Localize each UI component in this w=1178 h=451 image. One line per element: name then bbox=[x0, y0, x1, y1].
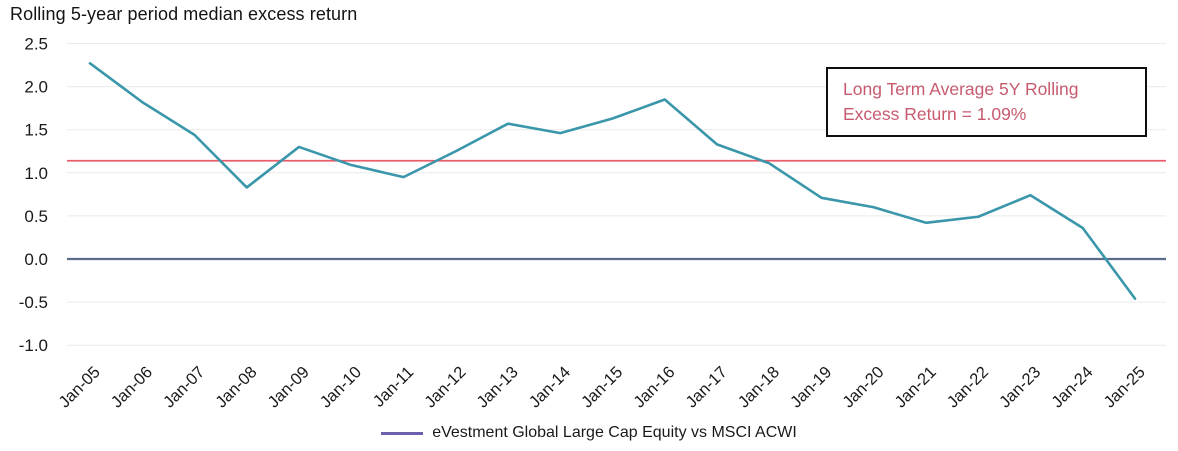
y-tick-label: 1.5 bbox=[24, 121, 48, 140]
x-tick-label: Jan-21 bbox=[891, 363, 939, 411]
annotation-text-line2: Excess Return = 1.09% bbox=[843, 103, 1027, 124]
x-tick-label: Jan-08 bbox=[212, 363, 260, 411]
x-tick-label: Jan-16 bbox=[630, 363, 678, 411]
x-tick-label: Jan-24 bbox=[1048, 363, 1096, 411]
x-tick-label: Jan-07 bbox=[160, 363, 208, 411]
legend: eVestment Global Large Cap Equity vs MSC… bbox=[0, 424, 1178, 442]
y-tick-label: 2.5 bbox=[24, 35, 48, 54]
annotation-box: Long Term Average 5Y Rolling Excess Retu… bbox=[826, 67, 1147, 137]
x-tick-label: Jan-10 bbox=[317, 363, 365, 411]
x-tick-label: Jan-12 bbox=[421, 363, 469, 411]
x-tick-label: Jan-18 bbox=[735, 363, 783, 411]
x-tick-label: Jan-25 bbox=[1100, 363, 1148, 411]
x-tick-label: Jan-17 bbox=[682, 363, 730, 411]
x-tick-label: Jan-06 bbox=[108, 363, 156, 411]
y-tick-label: -1.0 bbox=[19, 336, 48, 355]
x-tick-label: Jan-20 bbox=[839, 363, 887, 411]
x-tick-label: Jan-09 bbox=[264, 363, 312, 411]
y-tick-label: -0.5 bbox=[19, 293, 48, 312]
x-tick-label: Jan-23 bbox=[996, 363, 1044, 411]
x-tick-label: Jan-14 bbox=[526, 363, 574, 411]
x-tick-label: Jan-15 bbox=[578, 363, 626, 411]
y-tick-label: 0.0 bbox=[24, 250, 48, 269]
x-tick-label: Jan-22 bbox=[944, 363, 992, 411]
y-tick-label: 2.0 bbox=[24, 78, 48, 97]
x-tick-label: Jan-11 bbox=[370, 363, 418, 411]
y-tick-label: 0.5 bbox=[24, 207, 48, 226]
x-tick-label: Jan-05 bbox=[55, 363, 103, 411]
chart-title: Rolling 5-year period median excess retu… bbox=[10, 4, 358, 24]
legend-line-swatch bbox=[381, 431, 424, 435]
legend-label: eVestment Global Large Cap Equity vs MSC… bbox=[432, 424, 797, 441]
x-tick-label: Jan-19 bbox=[787, 363, 835, 411]
series-line bbox=[88, 62, 1137, 300]
x-tick-label: Jan-13 bbox=[473, 363, 521, 411]
annotation-text-line1: Long Term Average 5Y Rolling bbox=[843, 79, 1079, 99]
y-tick-label: 1.0 bbox=[24, 164, 48, 183]
